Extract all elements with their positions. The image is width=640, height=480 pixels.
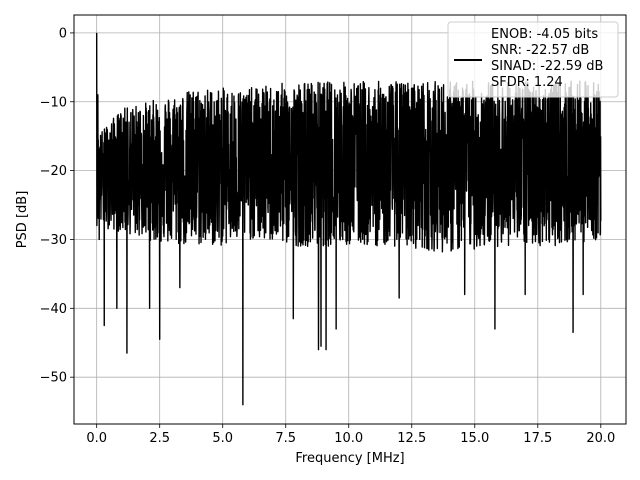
x-axis-label: Frequency [MHz] [295, 451, 404, 466]
y-tick-label: 0 [59, 26, 67, 41]
x-tick-label: 17.5 [523, 431, 552, 446]
axes-frame [73, 14, 627, 425]
y-tick-label: −10 [40, 95, 67, 110]
legend: ENOB: -4.05 bits SNR: -22.57 dB SINAD: -… [447, 21, 619, 98]
x-tick-label: 2.5 [149, 431, 170, 446]
legend-enob-text: ENOB: -4.05 bits [491, 27, 598, 42]
x-tick-label: 20.0 [586, 431, 615, 446]
x-tick-label: 12.5 [397, 431, 426, 446]
x-tick-label: 10.0 [334, 431, 363, 446]
y-axis-ticks: 0 −10 −20 −30 −40 −50 [40, 26, 74, 386]
y-tick-label: −20 [40, 164, 67, 179]
y-tick-label: −50 [40, 371, 67, 386]
y-tick-label: −40 [40, 302, 67, 317]
legend-sinad-text: SINAD: -22.59 dB [491, 59, 603, 74]
legend-box [447, 21, 619, 98]
y-axis-label: PSD [dB] [15, 191, 30, 249]
psd-series-line [95, 32, 602, 406]
x-tick-label: 7.5 [275, 431, 296, 446]
x-tick-label: 0.0 [86, 431, 107, 446]
legend-snr-text: SNR: -22.57 dB [491, 43, 589, 58]
psd-trace [95, 32, 602, 406]
x-tick-label: 5.0 [212, 431, 233, 446]
x-tick-label: 15.0 [460, 431, 489, 446]
legend-sfdr-text: SFDR: 1.24 [491, 75, 563, 90]
x-axis-ticks: 0.0 2.5 5.0 7.5 10.0 12.5 15.0 17.5 20.0 [86, 424, 615, 446]
y-tick-label: −30 [40, 233, 67, 248]
